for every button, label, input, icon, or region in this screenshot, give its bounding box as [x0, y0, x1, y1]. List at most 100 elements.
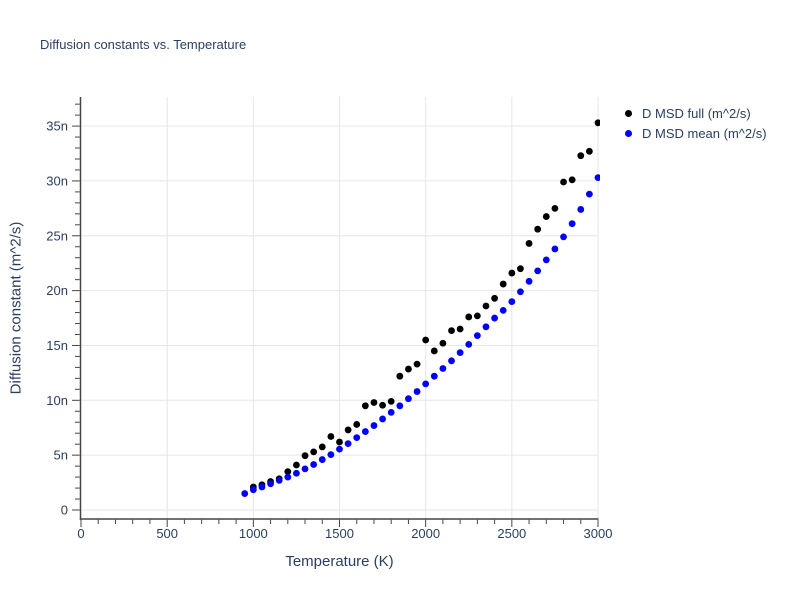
x-axis-title: Temperature (K) [285, 553, 394, 570]
data-point-mean-1050K [258, 483, 266, 491]
data-point-full-2600K [525, 240, 533, 247]
data-point-full-1600K [353, 421, 361, 428]
y-tick-label-20n: 20n [46, 283, 68, 298]
series-full [249, 119, 600, 491]
data-point-full-2350K [482, 302, 490, 310]
data-point-mean-2300K [473, 332, 481, 339]
data-point-full-1550K [344, 426, 352, 434]
data-point-mean-1500K [336, 445, 343, 453]
data-points [241, 119, 600, 497]
y-tick-label-10n: 10n [46, 393, 68, 408]
data-point-mean-2250K [465, 340, 473, 348]
data-point-mean-1850K [396, 402, 404, 410]
data-point-full-2800K [560, 178, 567, 186]
data-point-mean-2450K [499, 306, 507, 314]
data-point-full-1450K [327, 433, 335, 440]
y-tick-label-30n: 30n [46, 173, 68, 188]
ticks [72, 103, 599, 527]
data-point-full-2450K [499, 280, 507, 288]
data-point-mean-2350K [482, 323, 490, 331]
y-axis-title: Diffusion constant (m^2/s) [7, 221, 25, 395]
data-point-full-1900K [405, 365, 412, 373]
data-point-mean-950K [241, 490, 249, 497]
y-tick-label-15n: 15n [46, 338, 68, 353]
y-tick-label-25n: 25n [46, 228, 68, 243]
data-point-mean-1700K [370, 422, 378, 429]
data-point-full-2300K [473, 312, 481, 320]
data-point-full-2850K [568, 176, 576, 184]
data-point-mean-1150K [275, 476, 283, 484]
data-point-mean-1650K [361, 428, 369, 435]
y-tick-label-5n: 5n [54, 448, 68, 463]
data-point-mean-1800K [387, 408, 395, 416]
data-point-mean-2100K [439, 365, 447, 372]
data-point-full-1950K [413, 360, 421, 368]
y-tick-label-0: 0 [61, 503, 68, 518]
x-tick-label-0: 0 [77, 526, 84, 541]
data-point-mean-2950K [585, 190, 593, 198]
data-point-full-2400K [491, 294, 498, 302]
data-point-full-1800K [387, 398, 395, 405]
y-tick-label-35n: 35n [46, 119, 68, 134]
data-point-full-2950K [585, 147, 593, 155]
legend-label-mean: D MSD mean (m^2/s) [642, 125, 767, 141]
data-point-full-2550K [517, 265, 524, 273]
data-point-mean-2650K [534, 267, 542, 275]
data-point-mean-1000K [249, 486, 257, 494]
series-mean [241, 174, 600, 497]
data-point-full-1650K [361, 402, 369, 410]
data-point-full-1400K [318, 443, 326, 451]
data-point-full-2500K [508, 269, 516, 277]
data-point-full-1850K [396, 372, 404, 380]
data-point-mean-2800K [560, 233, 567, 241]
x-tick-label-1000: 1000 [239, 526, 268, 541]
data-point-full-2150K [448, 327, 455, 335]
legend-label-full: D MSD full (m^2/s) [642, 105, 751, 121]
data-point-mean-1250K [293, 469, 300, 477]
data-point-full-1700K [370, 399, 378, 406]
x-tick-label-3000: 3000 [584, 526, 613, 541]
data-point-mean-2150K [448, 357, 455, 365]
legend-marker-mean-icon [625, 129, 632, 137]
data-point-full-1250K [293, 461, 300, 469]
data-point-full-2650K [534, 225, 542, 233]
data-point-mean-2700K [542, 256, 550, 264]
data-point-mean-2750K [551, 245, 559, 253]
data-point-mean-2900K [577, 206, 585, 213]
data-point-full-1500K [336, 438, 343, 446]
data-point-full-2250K [465, 313, 473, 321]
data-point-mean-2600K [525, 277, 533, 285]
tick-labels: 0 500 1000 1500 2000 2500 3000 0 5n 10n 15n 20n 25n 3… [46, 119, 612, 541]
data-point-full-1750K [379, 401, 386, 409]
legend-item-d-msd-full[interactable]: D MSD full (m^2/s) [618, 103, 767, 123]
chart-title: Diffusion constants vs. Temperature [40, 37, 247, 52]
data-point-full-3000K [594, 119, 600, 127]
data-point-mean-3000K [594, 174, 600, 182]
x-tick-label-2500: 2500 [497, 526, 526, 541]
data-point-mean-1550K [344, 440, 352, 448]
legend-marker-full-icon [625, 109, 632, 117]
data-point-mean-2050K [430, 372, 438, 380]
data-point-full-1200K [284, 468, 292, 476]
data-point-mean-1200K [284, 473, 292, 481]
legend-item-d-msd-mean[interactable]: D MSD mean (m^2/s) [618, 123, 767, 143]
data-point-mean-2550K [517, 288, 524, 296]
data-point-mean-1300K [301, 465, 309, 473]
data-point-full-2000K [422, 336, 430, 344]
data-point-mean-1350K [310, 461, 318, 468]
legend: D MSD full (m^2/s) D MSD mean (m^2/s) [618, 103, 767, 143]
data-point-full-2100K [439, 339, 447, 347]
data-point-full-2200K [456, 325, 464, 333]
data-point-full-2750K [551, 204, 559, 212]
axes [79, 97, 599, 520]
data-point-mean-2400K [491, 314, 498, 322]
data-point-mean-1100K [267, 480, 274, 488]
data-point-mean-1750K [379, 415, 386, 423]
data-point-full-2050K [430, 347, 438, 355]
data-point-full-1350K [310, 448, 318, 456]
data-point-full-1300K [301, 452, 309, 460]
data-point-mean-1600K [353, 434, 361, 442]
data-point-full-2700K [542, 213, 550, 220]
